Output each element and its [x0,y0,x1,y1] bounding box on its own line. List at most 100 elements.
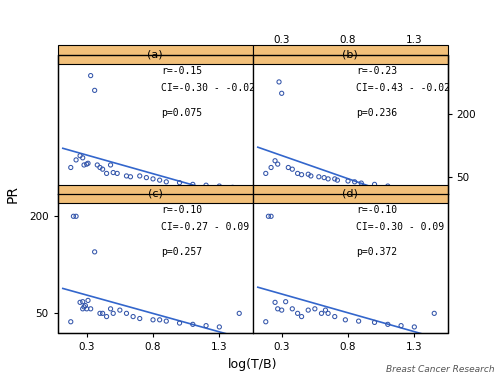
Point [311,306,319,312]
Point [304,171,312,177]
Point [430,310,438,316]
Point [274,306,281,312]
Point [298,314,306,320]
Point [384,183,392,189]
Point [342,317,349,323]
Point [189,181,197,187]
Point [149,317,157,323]
Point [162,318,170,324]
Point [274,161,281,167]
Point [264,213,272,219]
Text: p=0.372: p=0.372 [356,247,397,257]
Text: p=0.236: p=0.236 [356,108,397,118]
Text: CI=-0.27 - 0.09: CI=-0.27 - 0.09 [161,222,249,232]
Point [288,166,296,172]
Point [176,320,184,326]
Point [96,310,104,316]
Point [294,310,302,316]
Point [315,174,323,180]
Text: p=0.257: p=0.257 [161,247,202,257]
Text: r=-0.15: r=-0.15 [161,66,202,76]
Point [67,319,75,325]
Point [90,87,98,93]
Point [404,186,411,192]
Text: p=0.075: p=0.075 [161,108,202,118]
Point [318,310,326,316]
Point [70,213,78,219]
Text: (d): (d) [342,189,358,199]
Point [228,184,236,190]
Point [102,314,110,320]
Point [84,297,92,303]
Point [72,157,80,163]
Text: log(T/B): log(T/B) [228,358,277,371]
Point [78,299,86,305]
Point [76,153,84,159]
Point [282,299,290,305]
Point [216,324,224,330]
Point [102,170,110,176]
Point [67,164,75,170]
Point [344,178,352,184]
Point [330,176,338,182]
Point [288,306,296,312]
Point [176,180,184,186]
Point [350,179,358,185]
Point [324,310,332,316]
Text: (b): (b) [342,50,358,59]
Point [98,166,106,172]
Point [82,306,90,312]
Point [262,319,270,325]
Point [271,158,279,164]
Point [109,310,117,316]
Point [80,304,88,310]
Point [189,321,197,327]
Point [109,170,117,176]
Point [90,249,98,255]
Text: (c): (c) [148,189,162,199]
Point [358,180,366,186]
Point [86,306,94,312]
Point [106,306,114,312]
Point [149,176,157,182]
Point [126,174,134,180]
Point [384,321,392,327]
Point [86,73,94,79]
Point [129,314,137,320]
Point [84,160,92,166]
Text: PR: PR [6,185,20,203]
Point [82,303,90,309]
Point [397,323,405,329]
Point [410,324,418,330]
Text: r=-0.23: r=-0.23 [356,66,397,76]
Point [96,164,104,170]
Point [304,307,312,313]
Text: CI=-0.30 - 0.09: CI=-0.30 - 0.09 [356,222,444,232]
Text: CI=-0.43 - -0.02: CI=-0.43 - -0.02 [356,83,450,93]
Point [113,170,121,176]
Point [267,213,275,219]
Point [202,323,210,329]
Point [72,213,80,219]
Point [156,317,164,323]
Point [262,170,270,176]
Point [334,177,342,183]
Text: r=-0.10: r=-0.10 [356,205,397,215]
Text: CI=-0.30 - -0.02: CI=-0.30 - -0.02 [161,83,255,93]
Point [278,307,285,313]
Point [284,164,292,170]
Point [136,315,143,321]
Point [156,177,164,183]
Point [330,314,338,320]
Point [162,179,170,185]
Point [370,181,378,187]
Point [106,162,114,168]
Point [235,310,243,316]
Point [271,299,279,305]
Point [267,164,275,170]
Point [278,90,285,96]
Point [275,79,283,85]
Point [78,306,86,312]
Point [322,307,330,313]
Point [320,174,328,180]
